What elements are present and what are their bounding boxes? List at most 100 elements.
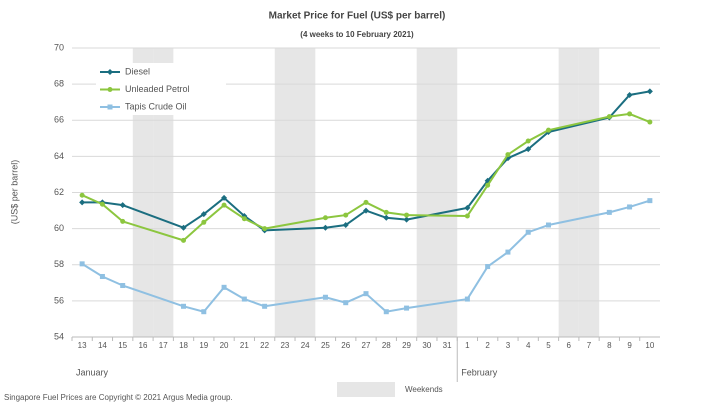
x-tick-label: 14 (98, 341, 107, 350)
point (627, 111, 633, 117)
y-tick-label: 58 (54, 259, 64, 269)
x-tick-label: 8 (607, 341, 612, 350)
x-tick-label: 6 (567, 341, 572, 350)
y-axis-label: (US$ per barrel) (9, 160, 19, 225)
point (262, 303, 268, 309)
point (322, 294, 328, 300)
series-bridge (406, 298, 468, 310)
point (221, 194, 228, 201)
series-bridge (406, 214, 468, 217)
point (647, 119, 653, 125)
x-tick-label: 26 (341, 341, 350, 350)
point (79, 192, 85, 198)
point (342, 222, 349, 229)
chart-subtitle: (4 weeks to 10 February 2021) (300, 30, 414, 39)
point (485, 264, 491, 270)
series-line (81, 194, 124, 223)
series-bridge (264, 226, 326, 232)
y-tick-label: 68 (54, 79, 64, 89)
legend-label: Tapis Crude Oil (125, 101, 187, 111)
legend-label: Weekends (405, 385, 443, 394)
month-label: February (461, 367, 498, 377)
point (363, 207, 369, 214)
x-tick-label: 17 (159, 341, 168, 350)
series-line (466, 224, 549, 300)
point (241, 216, 247, 222)
y-tick-label: 66 (54, 115, 64, 125)
point (383, 214, 390, 221)
point (201, 219, 207, 225)
point (363, 291, 369, 297)
point (383, 309, 389, 315)
point (107, 87, 113, 92)
point (107, 69, 113, 75)
point (606, 209, 612, 215)
y-tick-label: 56 (54, 295, 64, 305)
x-tick-label: 31 (443, 341, 452, 350)
point (383, 209, 389, 215)
x-tick-label: 16 (139, 341, 148, 350)
point (79, 199, 86, 206)
x-tick-label: 13 (78, 341, 87, 350)
y-tick-label: 64 (54, 151, 64, 161)
point (525, 138, 531, 144)
y-tick-label: 62 (54, 187, 64, 197)
point (241, 296, 247, 302)
month-label: January (76, 367, 109, 377)
point (505, 249, 511, 255)
series-bridge (406, 206, 468, 221)
point (200, 211, 207, 218)
series-bridge (122, 220, 184, 242)
point (322, 224, 329, 231)
point (262, 226, 268, 232)
point (343, 212, 349, 218)
point (464, 213, 470, 219)
series-bridge (548, 116, 610, 133)
source-note: Singapore Fuel Prices are Copyright © 20… (4, 393, 233, 402)
x-tick-label: 3 (506, 341, 511, 350)
series-line (325, 292, 407, 313)
x-tick-label: 1 (465, 341, 470, 350)
series-bridge (122, 284, 184, 308)
x-tick-label: 5 (546, 341, 551, 350)
y-tick-label: 70 (54, 42, 64, 52)
x-tick-label: 19 (199, 341, 208, 350)
point (201, 309, 207, 315)
point (403, 216, 410, 223)
point (404, 305, 410, 311)
point (343, 300, 349, 306)
series-line (182, 203, 266, 242)
point (119, 202, 126, 209)
point (221, 284, 227, 290)
point (120, 283, 126, 289)
x-tick-label: 15 (118, 341, 127, 350)
legend-label: Unleaded Petrol (125, 84, 190, 94)
point (107, 104, 113, 110)
point (505, 152, 511, 158)
point (525, 146, 532, 153)
point (545, 127, 551, 133)
point (626, 91, 633, 98)
x-tick-label: 18 (179, 341, 188, 350)
point (525, 229, 531, 235)
legend-swatch (337, 382, 395, 397)
x-tick-label: 22 (260, 341, 269, 350)
x-tick-label: 7 (587, 341, 592, 350)
point (647, 198, 653, 204)
point (180, 224, 187, 231)
point (322, 215, 328, 221)
point (79, 261, 85, 267)
x-tick-label: 27 (362, 341, 371, 350)
chart-title: Market Price for Fuel (US$ per barrel) (269, 11, 446, 22)
point (181, 303, 187, 309)
x-tick-label: 21 (240, 341, 249, 350)
point (545, 222, 551, 228)
series-bridge (264, 296, 326, 308)
point (485, 182, 491, 188)
y-tick-label: 60 (54, 223, 64, 233)
x-tick-label: 28 (382, 341, 391, 350)
x-tick-label: 10 (645, 341, 654, 350)
point (363, 199, 369, 205)
point (181, 237, 187, 243)
